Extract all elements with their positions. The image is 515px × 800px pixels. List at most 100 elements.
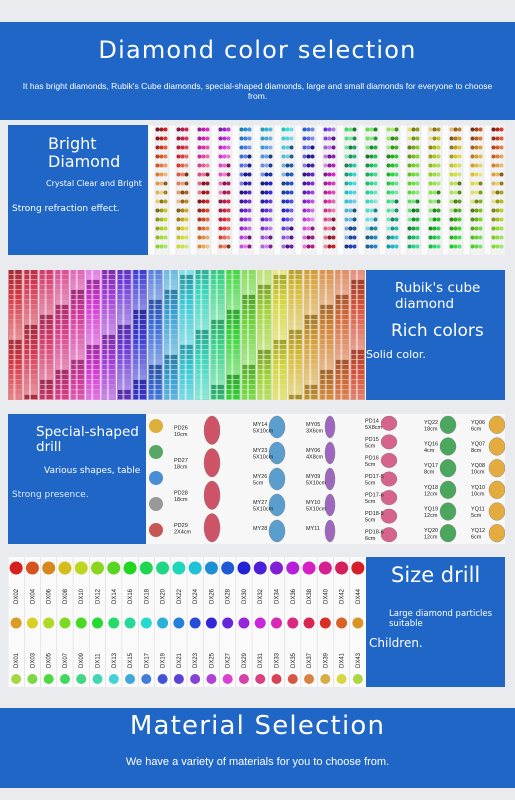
gem-large	[302, 561, 316, 575]
label-strip	[246, 270, 249, 400]
gem-code-label: YQ07	[471, 442, 485, 448]
gem-shape	[149, 523, 163, 537]
swatch-dot	[369, 127, 374, 132]
gem-size-label: 8cm	[424, 470, 435, 476]
swatch-dot	[260, 217, 265, 222]
swatch-dot	[201, 217, 206, 222]
swatch-dot	[390, 163, 395, 168]
swatch-dot	[239, 190, 244, 195]
swatch-dot	[369, 172, 374, 177]
swatch-dot	[428, 172, 433, 177]
swatch-dot	[285, 190, 290, 195]
swatch-dot	[289, 154, 294, 159]
swatch-dot	[411, 172, 416, 177]
gem-code-label: YQ19	[424, 507, 438, 513]
swatch-dot	[432, 154, 437, 159]
swatch-dot	[348, 199, 353, 204]
gem-medium	[189, 617, 201, 629]
size-code-label: DX27	[226, 652, 232, 668]
swatch-dot	[285, 163, 290, 168]
swatch-dot	[457, 190, 462, 195]
label-column	[378, 125, 387, 255]
swatch-dot	[491, 217, 496, 222]
gem-size-label: 10cm	[471, 470, 485, 476]
size-code-label: DX41	[340, 652, 346, 668]
swatch-dot	[323, 154, 328, 159]
swatch-dot	[386, 208, 391, 213]
swatch-dot	[218, 181, 223, 186]
swatch-dot	[243, 136, 248, 141]
label-strip	[13, 270, 16, 400]
swatch-dot	[470, 172, 475, 177]
swatch-dot	[205, 244, 210, 249]
label-column	[420, 125, 429, 255]
gem-size-label: 3X6cm	[306, 429, 324, 435]
swatch-dot	[323, 127, 328, 132]
swatch-dot	[310, 244, 315, 249]
swatch-dot	[285, 127, 290, 132]
swatch-dot	[302, 136, 307, 141]
swatch-dot	[163, 163, 168, 168]
swatch-dot	[243, 163, 248, 168]
gem-code-label: YQ20	[424, 528, 438, 534]
label-column	[357, 125, 366, 255]
swatch-dot	[474, 172, 479, 177]
label-column	[399, 125, 408, 255]
gem-code-label: YQ17	[424, 463, 438, 469]
swatch-dot	[495, 226, 500, 231]
swatch-dot	[407, 145, 412, 150]
swatch-dot	[281, 208, 286, 213]
label-column	[231, 125, 240, 255]
swatch-dot	[394, 163, 399, 168]
gem-large	[156, 561, 170, 575]
gem-medium	[92, 617, 103, 629]
swatch-dot	[436, 226, 441, 231]
gem-large	[204, 561, 218, 575]
size-code-label: DX02	[14, 588, 20, 604]
swatch-dot	[239, 145, 244, 150]
swatch-dot	[394, 145, 399, 150]
swatch-dot	[470, 217, 475, 222]
swatch-dot	[327, 154, 332, 159]
swatch-dot	[407, 244, 412, 249]
swatch-dot	[327, 127, 332, 132]
size-code-label: DX26	[209, 588, 215, 604]
gem-size-label: 5cm	[365, 462, 376, 468]
swatch-dot	[499, 145, 504, 150]
swatch-dot	[436, 244, 441, 249]
swatch-dot	[407, 127, 412, 132]
swatch-dot	[155, 181, 160, 186]
gem-large	[9, 561, 23, 575]
swatch-dot	[331, 145, 336, 150]
gem-large	[221, 561, 235, 575]
swatch-dot	[365, 181, 370, 186]
swatch-dot	[285, 208, 290, 213]
gem-size-label: 6cm	[365, 536, 376, 542]
gem-code-label: MY11	[306, 526, 320, 532]
swatch-dot	[495, 199, 500, 204]
swatch-dot	[159, 199, 164, 204]
swatch-dot	[436, 181, 441, 186]
swatch-dot	[352, 145, 357, 150]
swatch-dot	[394, 226, 399, 231]
gem-small	[125, 674, 136, 684]
swatch-dot	[365, 226, 370, 231]
swatch-dot	[352, 199, 357, 204]
swatch-dot	[281, 199, 286, 204]
swatch-dot	[218, 127, 223, 132]
swatch-dot	[457, 136, 462, 141]
swatch-dot	[495, 145, 500, 150]
swatch-dot	[285, 217, 290, 222]
swatch-dot	[386, 163, 391, 168]
swatch-dot	[474, 127, 479, 132]
swatch-dot	[415, 154, 420, 159]
swatch-dot	[474, 163, 479, 168]
swatch-dot	[184, 127, 189, 132]
swatch-dot	[411, 235, 416, 240]
label-column	[336, 125, 345, 255]
size-drill-subtitle: Large diamond particles suitable	[389, 609, 493, 629]
gem-shape	[380, 434, 398, 450]
swatch-dot	[411, 127, 416, 132]
gem-code-label: MY06	[306, 448, 320, 454]
gem-medium	[10, 617, 22, 629]
